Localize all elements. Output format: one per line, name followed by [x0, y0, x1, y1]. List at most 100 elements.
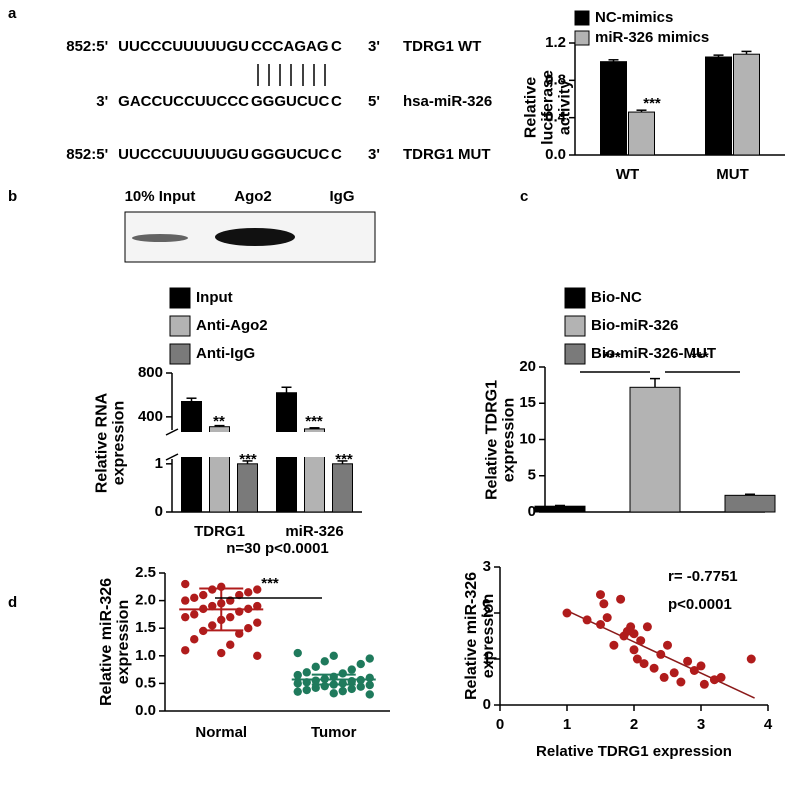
bar	[628, 111, 655, 156]
data-point	[356, 682, 365, 691]
x-tick-label: 0	[496, 716, 504, 733]
sequence: UUCCCUUUUUGU	[118, 146, 249, 163]
data-point	[676, 677, 686, 687]
x-tick-label: 2	[630, 716, 638, 733]
data-point	[663, 640, 672, 650]
data-point	[649, 663, 659, 673]
data-point	[632, 654, 642, 664]
y-tick-label: 0.4	[545, 109, 567, 126]
data-point	[696, 661, 706, 671]
y-tick-label: 0.0	[545, 146, 566, 163]
data-point	[199, 590, 208, 600]
data-point	[190, 593, 199, 603]
y-tick-label: 0.5	[135, 674, 156, 691]
sequence-label: TDRG1 WT	[403, 38, 481, 55]
x-tick-label: 1	[563, 716, 571, 733]
y-tick-label: 2.5	[135, 564, 156, 581]
y-axis-title: Relative RNA expression	[93, 392, 127, 493]
data-point	[365, 673, 374, 683]
y-tick-label: 1	[483, 650, 491, 667]
data-point	[311, 662, 320, 672]
data-point	[226, 612, 235, 622]
y-axis-title: Relative TDRG1 expression	[483, 379, 517, 500]
sequence-label: TDRG1 MUT	[403, 146, 491, 163]
x-tick-label: miR-326	[285, 523, 343, 540]
legend-swatch	[169, 343, 191, 365]
data-point	[181, 646, 190, 655]
y-tick-label: 20	[519, 358, 536, 375]
sequence-highlight: CCCAGAG	[251, 38, 329, 55]
legend-swatch	[564, 287, 586, 309]
data-point	[582, 615, 592, 625]
sequence-start: 852:5'	[66, 38, 108, 55]
data-point	[347, 684, 356, 694]
panel-label: e	[482, 594, 490, 611]
data-point	[689, 666, 699, 675]
y-tick-label: 10	[519, 430, 536, 447]
data-point	[683, 656, 693, 666]
y-tick-label: 2	[483, 604, 491, 621]
data-point	[669, 668, 679, 678]
data-point	[338, 686, 347, 696]
data-point	[293, 670, 302, 680]
data-point	[626, 622, 636, 632]
data-point	[629, 629, 639, 639]
data-point	[320, 681, 329, 691]
data-point	[208, 621, 217, 630]
legend-label: Bio-miR-326	[591, 317, 679, 334]
blot-band	[132, 234, 188, 242]
sequence-tail: C	[331, 146, 342, 163]
y-tick-label: 0.0	[135, 702, 156, 719]
data-point	[642, 622, 652, 632]
data-point	[253, 601, 262, 611]
chart-title: n=30 p<0.0001	[226, 540, 329, 557]
x-tick-label: Normal	[195, 724, 247, 741]
annotation: ***	[239, 451, 257, 468]
y-axis-title: Relative miR-326 expression	[463, 571, 497, 701]
sequence-highlight: GGGUCUC	[251, 93, 330, 110]
data-point	[596, 620, 605, 629]
y-tick-label: 1.0	[135, 647, 156, 664]
data-point	[181, 579, 190, 589]
legend-label: Anti-IgG	[196, 345, 255, 362]
data-point	[311, 683, 320, 693]
panel-label: c	[520, 188, 528, 205]
bar	[629, 386, 681, 513]
x-tick-label: 4	[764, 716, 773, 733]
break-mark	[165, 428, 179, 436]
data-point	[596, 590, 605, 600]
x-tick-label: WT	[616, 166, 639, 183]
y-axis-title: Relative miR-326 expression	[98, 577, 132, 707]
data-point	[562, 608, 572, 618]
annotation: **	[213, 413, 225, 430]
data-point	[208, 601, 217, 611]
data-point	[293, 679, 302, 688]
data-point	[616, 594, 626, 604]
legend-label: Bio-miR-326-MUT	[591, 345, 716, 362]
legend-swatch	[169, 315, 191, 337]
sequence-label: hsa-miR-326	[403, 93, 492, 110]
bar	[724, 494, 776, 513]
y-tick-label: 800	[138, 364, 163, 381]
legend-swatch	[564, 343, 586, 365]
data-point	[602, 613, 612, 623]
data-point	[329, 689, 338, 698]
y-tick-label: 400	[138, 408, 163, 425]
data-point	[609, 640, 619, 650]
y-tick-label: 3	[483, 558, 491, 575]
data-point	[293, 648, 302, 658]
annotation: ***	[691, 349, 709, 366]
y-tick-label: 1.5	[135, 619, 156, 636]
data-point	[253, 618, 262, 627]
data-point	[208, 585, 217, 594]
data-point	[629, 645, 639, 655]
sequence: UUCCCUUUUUGU	[118, 38, 249, 55]
x-tick-label: MUT	[716, 166, 749, 183]
legend-label: Bio-NC	[591, 289, 642, 306]
data-point	[226, 640, 235, 649]
blot-lane-label: 10% Input	[125, 188, 196, 205]
sequence-end: 5'	[368, 93, 380, 110]
sequence: GACCUCCUUCCC	[118, 93, 249, 110]
data-point	[356, 659, 365, 669]
